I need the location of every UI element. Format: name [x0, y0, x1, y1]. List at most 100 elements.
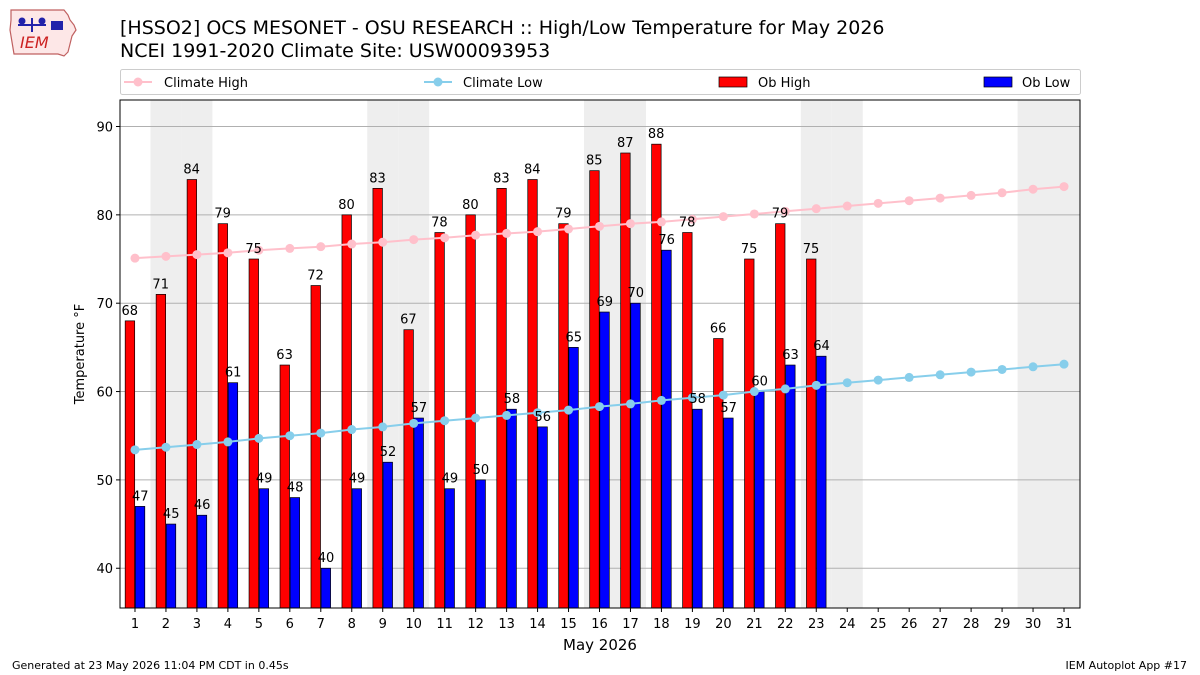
climate-low-point	[842, 378, 852, 388]
generated-timestamp: Generated at 23 May 2026 11:04 PM CDT in…	[12, 659, 289, 672]
ob-low-bar	[506, 408, 517, 609]
climate-low-point	[687, 393, 697, 403]
ob-high-label: 63	[276, 348, 293, 363]
x-tick-label: 28	[963, 617, 980, 632]
weather-station-icon	[18, 17, 63, 32]
legend-climate-high-marker	[133, 77, 143, 87]
climate-low-point	[254, 433, 264, 443]
ob-high-label: 80	[338, 198, 355, 213]
ob-high-label: 78	[431, 216, 448, 231]
ob-low-label: 49	[442, 472, 459, 487]
ob-high-label: 75	[803, 242, 820, 257]
ob-low-label: 69	[596, 295, 613, 310]
climate-high-point	[625, 219, 635, 229]
climate-high-point	[656, 217, 666, 227]
ob-low-label: 49	[256, 472, 273, 487]
ob-low-bar	[227, 382, 239, 609]
ob-low-label: 48	[287, 481, 304, 496]
ob-high-bar	[527, 179, 538, 609]
climate-high-point	[223, 248, 233, 258]
ob-high-bar	[372, 187, 383, 609]
ob-high-bar	[589, 170, 600, 609]
x-tick-label: 26	[901, 617, 918, 632]
climate-high-point	[409, 235, 419, 245]
climate-high-point	[502, 228, 512, 238]
climate-low-point	[471, 413, 481, 423]
x-tick-label: 30	[1025, 617, 1042, 632]
climate-high-point	[687, 214, 697, 224]
app-label: IEM Autoplot App #17	[1065, 659, 1188, 672]
ob-high-label: 85	[586, 154, 603, 169]
ob-high-bar	[806, 258, 817, 609]
y-tick-label: 40	[96, 562, 113, 577]
y-tick-label: 90	[96, 121, 113, 136]
x-tick-label: 12	[467, 617, 484, 632]
ob-high-label: 84	[524, 163, 541, 178]
climate-high-point	[316, 242, 326, 252]
ob-low-bar	[692, 408, 703, 609]
ob-low-bar	[382, 461, 393, 609]
legend-ob-high-swatch	[718, 76, 748, 88]
climate-high-point	[378, 237, 388, 247]
y-tick-label: 70	[96, 297, 113, 312]
ob-high-label: 78	[679, 216, 696, 231]
x-tick-label: 9	[379, 617, 387, 632]
climate-high-point	[749, 209, 759, 219]
ob-high-label: 72	[307, 269, 324, 284]
x-tick-label: 29	[994, 617, 1011, 632]
x-tick-label: 19	[684, 617, 701, 632]
y-tick-label: 80	[96, 209, 113, 224]
ob-low-bar	[134, 506, 146, 609]
climate-high-point	[161, 251, 171, 261]
x-tick-label: 4	[224, 617, 232, 632]
x-tick-label: 3	[193, 617, 201, 632]
ob-low-label: 45	[163, 507, 180, 522]
x-tick-label: 23	[808, 617, 825, 632]
climate-low-point	[1028, 362, 1038, 372]
climate-high-point	[285, 243, 295, 253]
climate-low-point	[533, 408, 543, 418]
ob-high-bar	[682, 232, 693, 609]
x-tick-label: 18	[653, 617, 670, 632]
climate-high-point	[564, 224, 574, 234]
climate-low-point	[780, 384, 790, 394]
x-tick-label: 7	[317, 617, 325, 632]
ob-low-label: 70	[627, 286, 644, 301]
ob-low-bar	[289, 497, 300, 609]
y-tick-label: 50	[96, 474, 113, 489]
climate-low-point	[347, 425, 357, 435]
climate-low-point	[440, 416, 450, 426]
climate-high-point	[904, 196, 914, 206]
ob-low-bar	[351, 488, 362, 609]
ob-low-label: 63	[782, 348, 799, 363]
ob-high-bar	[651, 143, 662, 609]
x-tick-label: 21	[746, 617, 763, 632]
weekend-shade	[1048, 100, 1080, 608]
climate-high-point	[842, 201, 852, 211]
ob-low-bar	[196, 514, 208, 609]
ob-high-label: 83	[493, 171, 510, 186]
ob-low-label: 56	[535, 410, 552, 425]
ob-high-bar	[465, 214, 476, 609]
ob-high-label: 67	[400, 313, 417, 328]
climate-high-point	[130, 253, 140, 263]
x-tick-label: 16	[591, 617, 608, 632]
chart-subtitle: NCEI 1991-2020 Climate Site: USW00093953	[120, 40, 551, 62]
ob-high-label: 75	[245, 242, 262, 257]
climate-low-point	[223, 437, 233, 447]
climate-low-point	[625, 399, 635, 409]
ob-high-label: 84	[183, 163, 200, 178]
climate-high-point	[347, 239, 357, 249]
ob-high-bar	[217, 223, 228, 609]
climate-high-point	[966, 190, 976, 200]
climate-low-point	[130, 445, 140, 455]
weekend-shade	[831, 100, 863, 608]
climate-low-point	[1059, 359, 1069, 369]
climate-low-point	[161, 442, 171, 452]
ob-low-label: 60	[751, 375, 768, 390]
climate-low-point	[966, 367, 976, 377]
ob-high-label: 83	[369, 171, 386, 186]
climate-low-point	[285, 431, 295, 441]
ob-low-label: 58	[689, 392, 706, 407]
x-tick-label: 10	[405, 617, 422, 632]
